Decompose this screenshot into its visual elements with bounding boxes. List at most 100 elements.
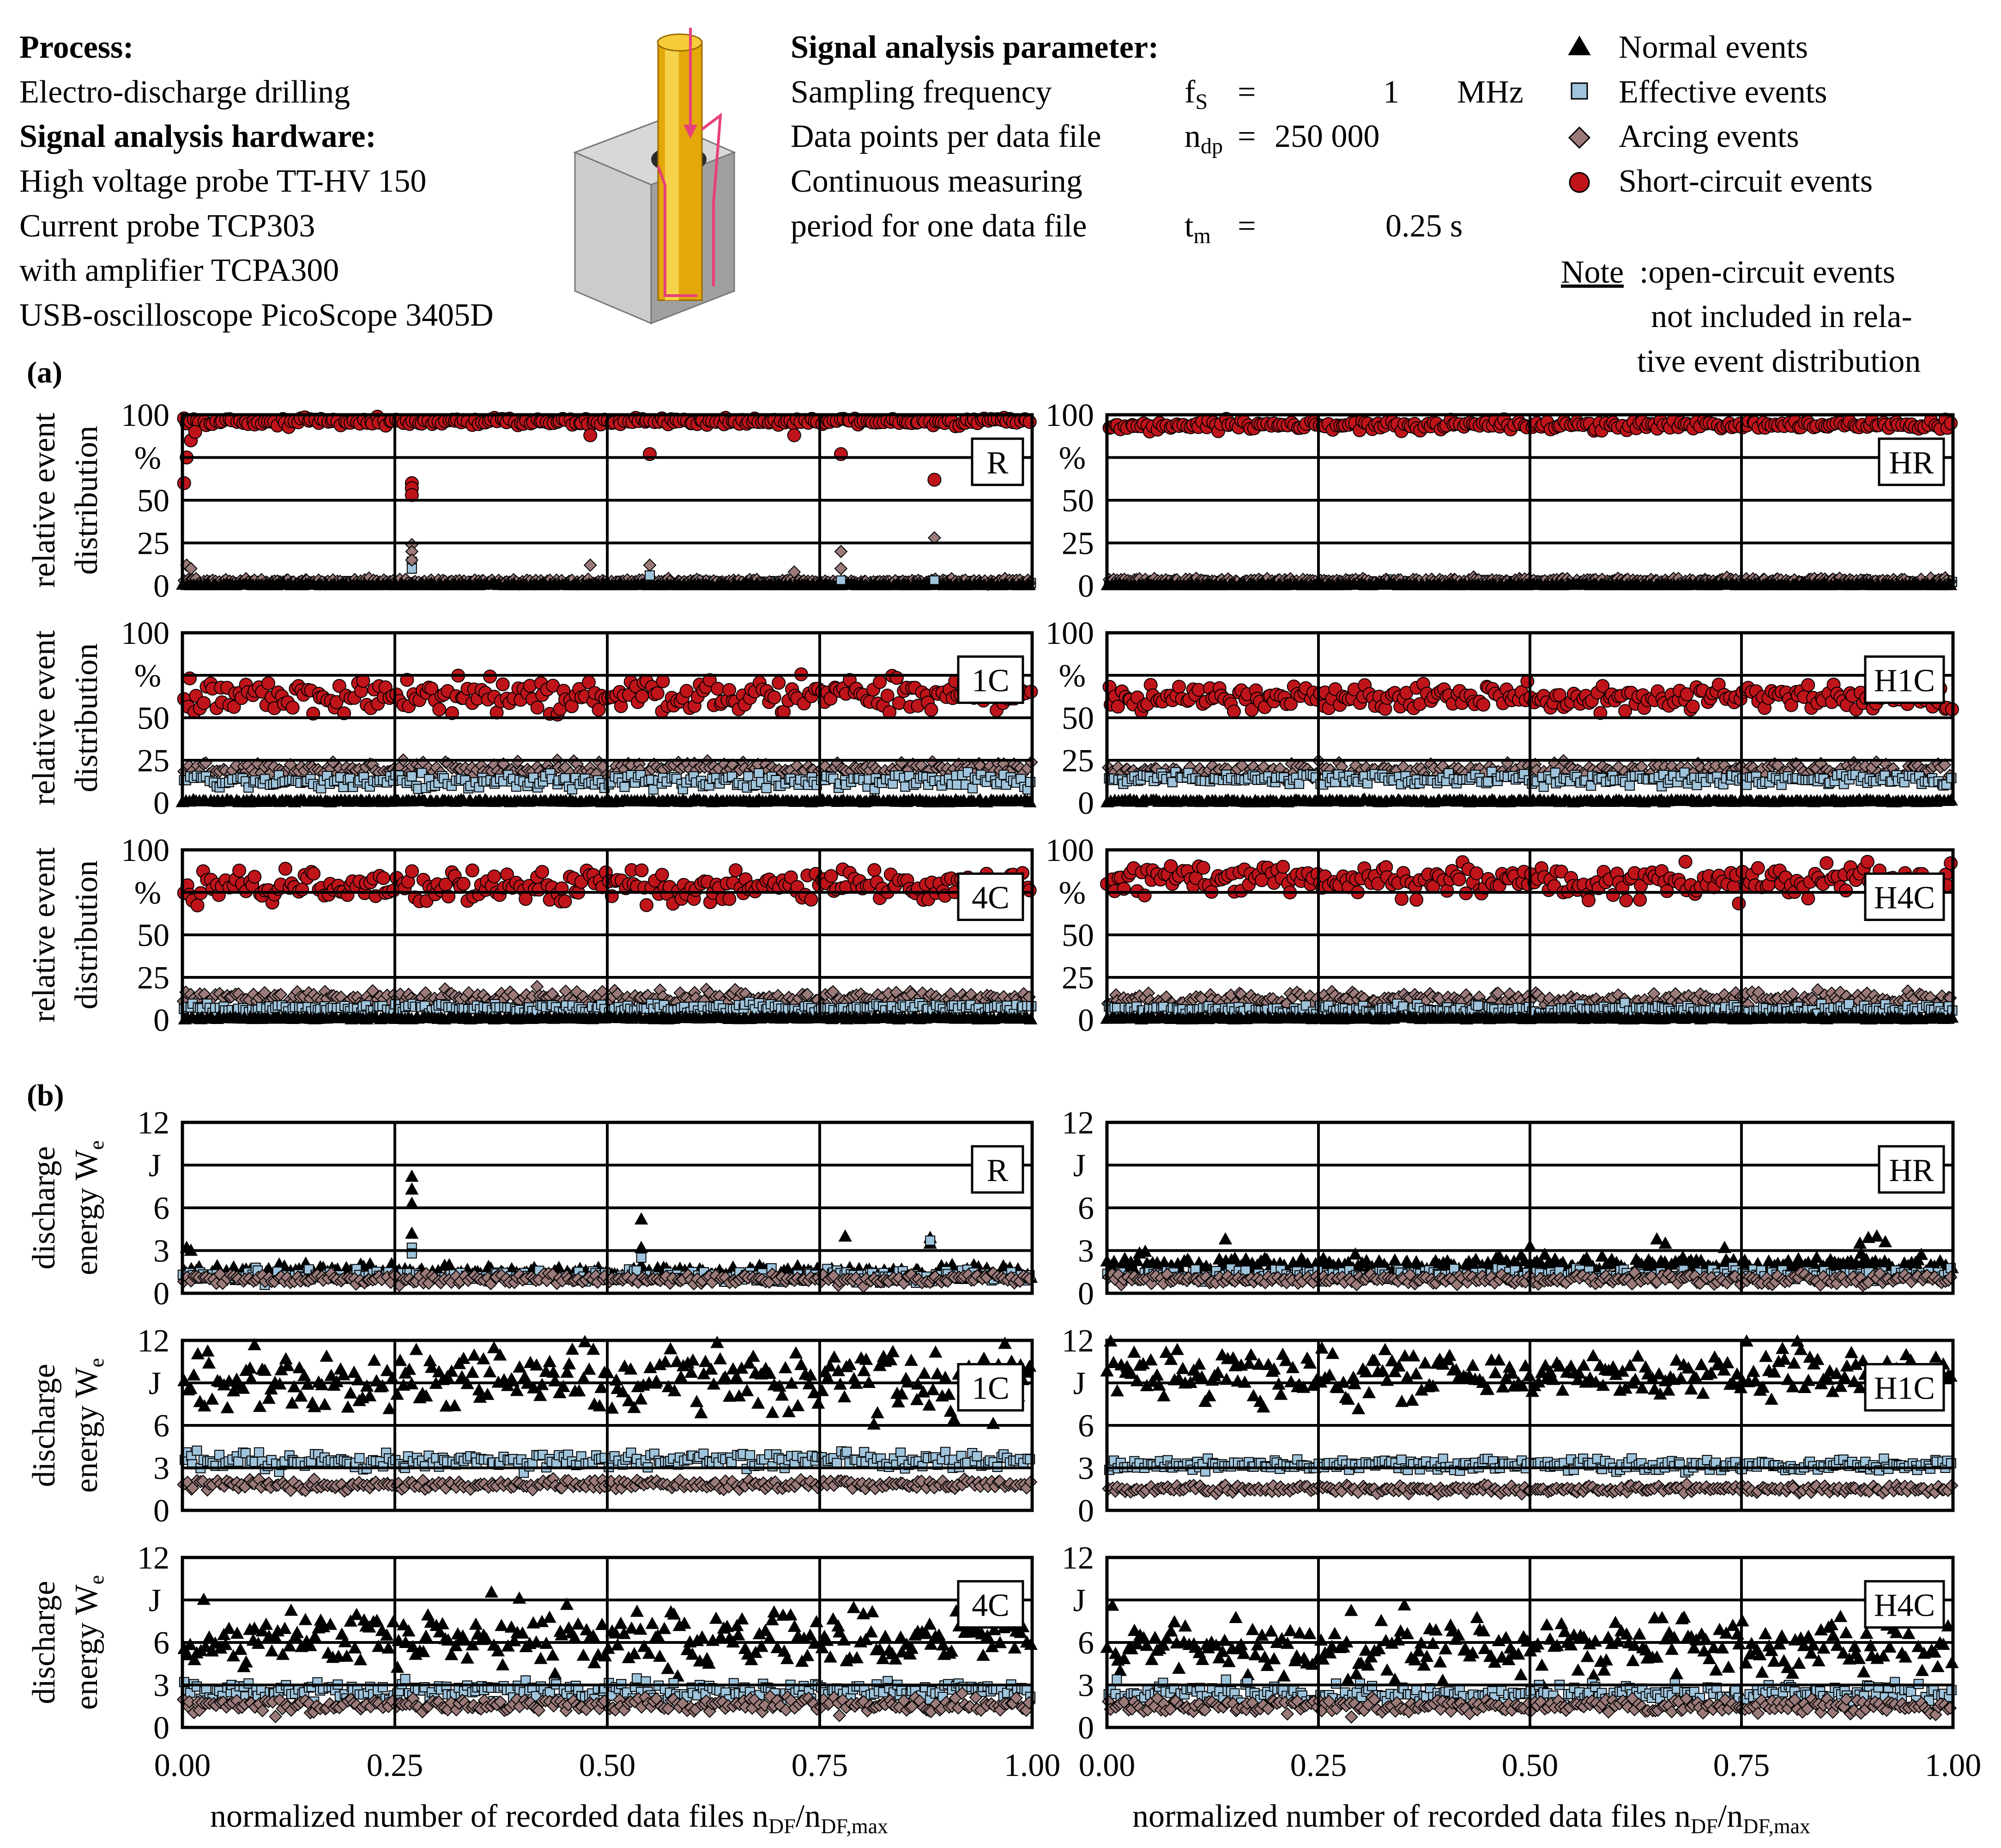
y-tick-label: 25 — [137, 526, 169, 562]
short-circuit-event-point — [405, 864, 419, 879]
short-circuit-event-point — [635, 689, 649, 703]
y-tick-label: 100 — [1046, 398, 1094, 433]
edm-illustration — [573, 28, 736, 325]
param-unit: MHz — [1457, 74, 1523, 110]
legend-label-short: Short-circuit events — [1619, 164, 1873, 199]
short-circuit-event-point — [1686, 699, 1700, 714]
short-circuit-event-point — [767, 690, 781, 704]
effective-event-point — [967, 783, 978, 794]
short-circuit-event-point — [787, 428, 801, 442]
short-circuit-event-point — [1022, 883, 1037, 897]
y-tick-label: % — [134, 441, 161, 476]
short-circuit-event-point — [824, 869, 838, 883]
short-circuit-event-point — [804, 892, 818, 907]
chart-panel-R-dist: R 100% 50 25 0 relative event distribution — [26, 398, 1037, 604]
effective-event-point — [929, 575, 940, 586]
y-tick-label: 100 — [121, 616, 169, 651]
y-tick-label: 25 — [1062, 526, 1094, 562]
param-value: 0.25 s — [1385, 208, 1463, 244]
short-circuit-event-point — [924, 703, 938, 717]
y-tick-label: % — [134, 658, 161, 694]
arcing-event-point — [834, 562, 848, 576]
hardware-line: Current probe TCP303 — [19, 208, 315, 244]
short-circuit-event-point — [1227, 704, 1241, 719]
short-circuit-event-point — [655, 867, 669, 882]
short-circuit-event-point — [880, 689, 895, 703]
effective-event-point — [743, 771, 754, 782]
section-label-b: (b) — [27, 1079, 64, 1112]
short-circuit-event-point — [197, 696, 211, 710]
process-value: Electro-discharge drilling — [19, 74, 350, 110]
param-row: period for one data file tm = 0.25 s — [791, 208, 1463, 248]
section-label-a: (a) — [27, 356, 62, 389]
y-tick-label: 0 — [153, 786, 169, 821]
short-circuit-event-point — [188, 425, 202, 439]
short-circuit-event-point — [722, 892, 737, 906]
short-circuit-event-point — [889, 671, 904, 685]
short-circuit-event-point — [487, 869, 502, 884]
short-circuit-event-point — [583, 428, 598, 442]
short-circuit-event-point — [278, 861, 292, 876]
note-line: :open-circuit events — [1639, 254, 1895, 290]
short-circuit-event-point — [376, 871, 391, 885]
legend-marker-short — [1569, 172, 1590, 193]
param-eq: = — [1238, 74, 1256, 110]
effective-event-point — [761, 783, 772, 794]
short-circuit-event-point — [1944, 416, 1958, 430]
short-circuit-event-point — [285, 701, 300, 715]
param-row: Data points per data file ndp = 250 000 — [791, 119, 1380, 158]
arcing-event-point — [643, 558, 657, 572]
short-circuit-event-point — [1476, 697, 1491, 712]
note-line: tive event distribution — [1637, 344, 1921, 379]
short-circuit-event-point — [1172, 679, 1186, 694]
effective-event-point — [836, 575, 846, 586]
param-row: Sampling frequency fS = 1 MHz — [791, 74, 1523, 114]
short-circuit-event-point — [1191, 683, 1206, 697]
short-circuit-event-point — [1801, 678, 1815, 692]
short-circuit-event-point — [232, 863, 247, 878]
legend-marker-normal — [1568, 36, 1591, 55]
param-label: Sampling frequency — [791, 74, 1052, 110]
effective-event-point — [754, 768, 764, 779]
short-circuit-event-point — [873, 675, 887, 689]
y-tick-label: 0 — [1078, 569, 1094, 604]
short-circuit-event-point — [535, 865, 549, 879]
param-symbol: tm — [1185, 208, 1211, 248]
y-tick-label: 100 — [1046, 616, 1094, 651]
y-tick-label: 50 — [137, 483, 169, 519]
y-tick-label: 50 — [1062, 701, 1094, 736]
param-label: Data points per data file — [791, 119, 1101, 154]
legend-label-normal: Normal events — [1619, 30, 1808, 65]
short-circuit-event-point — [558, 894, 572, 909]
short-circuit-event-point — [1520, 674, 1535, 689]
panel-label: 1C — [972, 663, 1010, 699]
effective-event-point — [406, 771, 417, 782]
effective-event-point — [648, 784, 659, 795]
param-value: 1 — [1383, 74, 1399, 110]
legend-label-effective: Effective events — [1619, 74, 1827, 110]
y-tick-label: 100 — [121, 398, 169, 433]
short-circuit-event-point — [432, 703, 447, 717]
param-symbol: ndp — [1185, 119, 1223, 158]
hardware-line: High voltage probe TT-HV 150 — [19, 164, 426, 199]
y-axis-label: relative event — [26, 630, 62, 806]
params-title: Signal analysis parameter: — [791, 30, 1159, 65]
effective-event-point — [1483, 776, 1493, 787]
short-circuit-event-point — [656, 674, 670, 688]
y-axis-label: relative event — [26, 412, 62, 588]
y-axis-label: distribution — [69, 426, 104, 575]
short-circuit-event-point — [772, 676, 786, 690]
y-tick-label: 0 — [153, 569, 169, 604]
short-circuit-event-point — [650, 686, 665, 700]
y-tick-label: 0 — [1078, 786, 1094, 821]
short-circuit-event-point — [465, 863, 479, 878]
short-circuit-event-point — [177, 476, 191, 490]
effective-event-point — [619, 782, 630, 792]
param-label: Continuous measuring — [791, 164, 1082, 199]
short-circuit-event-point — [307, 866, 321, 881]
panel-label: R — [987, 445, 1009, 481]
